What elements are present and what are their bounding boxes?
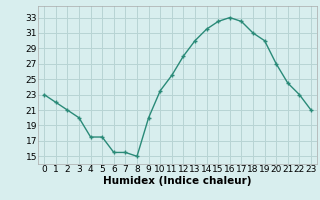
X-axis label: Humidex (Indice chaleur): Humidex (Indice chaleur) [103, 176, 252, 186]
